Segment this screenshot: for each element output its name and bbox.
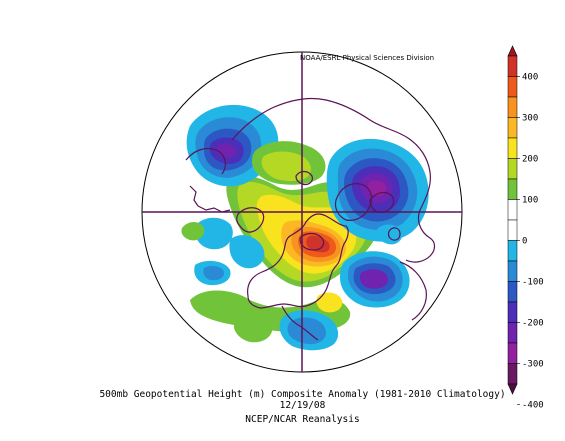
colorbar-arrow-top: [507, 45, 518, 57]
colorbar-label: 0: [522, 237, 527, 247]
colorbar-band: [507, 342, 518, 364]
colorbar-band: [507, 178, 518, 200]
colorbar-band: [507, 301, 518, 323]
colorbar-label: 400: [522, 73, 538, 83]
colorbar-band: [507, 158, 518, 180]
colorbar-band: [507, 55, 518, 77]
anomaly-se-yellow: [316, 292, 343, 313]
colorbar-band: [507, 137, 518, 159]
colorbar-band: [507, 219, 518, 241]
anomaly-sw-blue-core: [203, 265, 225, 281]
coast-alaska: [236, 207, 265, 233]
colorbar-band: [507, 117, 518, 139]
colorbar-band: [507, 363, 518, 385]
colorbar-band: [507, 281, 518, 303]
colorbar-label: -200: [522, 319, 544, 329]
coastlines: [185, 97, 436, 341]
coast-uk: [387, 227, 401, 241]
colorbar-label: 300: [522, 114, 538, 124]
colorbar-label: 100: [522, 196, 538, 206]
coast-scandinavia: [369, 191, 395, 213]
anomaly-atl-violet: [359, 269, 388, 289]
caption-date: 12/19/08: [279, 400, 326, 411]
coast-central-america: [281, 305, 319, 341]
colorbar-band: [507, 76, 518, 98]
colorbar-label: 200: [522, 155, 538, 165]
anomaly-field: [181, 97, 436, 351]
colorbar-band: [507, 96, 518, 118]
coast-asia-east: [185, 147, 226, 175]
anomaly-w-green: [181, 222, 205, 241]
coast-africa: [399, 261, 427, 321]
anomaly-west-blue: [196, 217, 233, 250]
colorbar-band: [507, 322, 518, 344]
caption-title: 500mb Geopotential Height (m) Composite …: [99, 389, 506, 400]
credit-text: NOAA/ESRL Physical Sciences Division: [300, 54, 435, 62]
anomaly-nw-lightblue: [229, 235, 265, 269]
coast-greenland: [334, 183, 373, 221]
colorbar-band: [507, 240, 518, 262]
anomaly-core-red: [306, 235, 330, 253]
colorbar-label: -300: [522, 360, 544, 370]
caption-source: NCEP/NCAR Reanalysis: [245, 414, 360, 425]
colorbar-label: -100: [522, 278, 544, 288]
colorbar-band: [507, 260, 518, 282]
coast-eurasia: [231, 97, 436, 263]
colorbar-arrow-bottom: [507, 383, 518, 395]
coast-hudson-bay: [299, 232, 325, 251]
anomaly-south-green: [234, 314, 273, 343]
coast-arctic-islands: [295, 170, 313, 186]
colorbar-label: -400: [522, 401, 544, 411]
colorbar-band: [507, 199, 518, 221]
coast-japan: [189, 185, 199, 207]
coast-north-america: [247, 213, 349, 309]
colorbar: 400 300 200 100 0 -100 -200 -300 -400: [507, 45, 544, 411]
